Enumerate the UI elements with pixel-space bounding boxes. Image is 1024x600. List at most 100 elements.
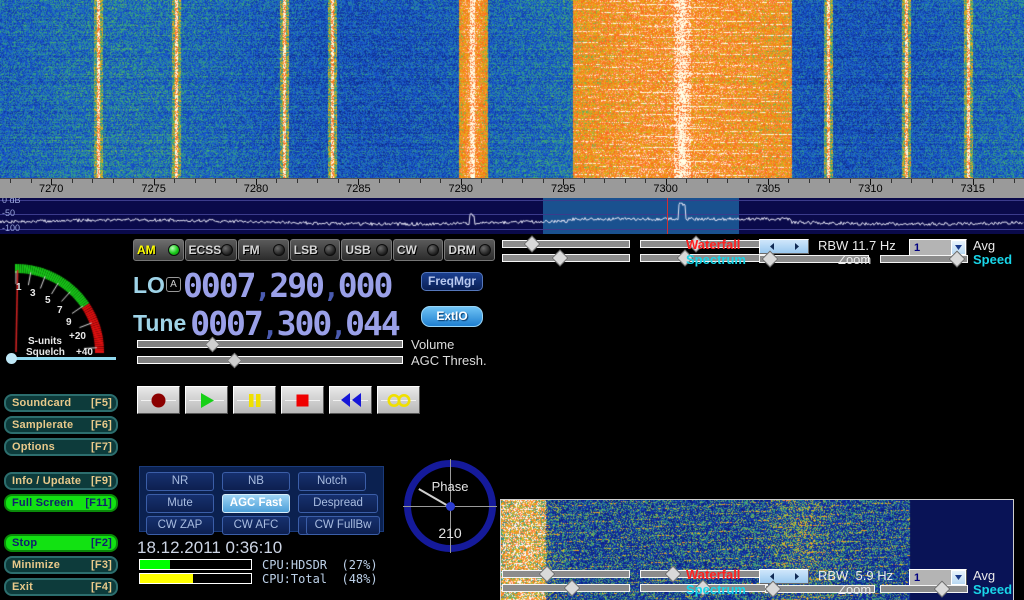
transport-rewind-button[interactable] [329,386,372,414]
speed-slider-bottom[interactable] [880,580,968,598]
left-button-options[interactable]: [F7] Options [4,438,118,456]
chevron-left-icon[interactable] [768,572,777,581]
dsp-button-nr[interactable]: NR [146,472,214,491]
slider-knob[interactable] [523,235,541,253]
mode-button-usb[interactable]: USB [341,239,392,261]
mode-led-icon[interactable] [272,244,285,256]
dsp-button-agc-fast[interactable]: AGC Fast [222,494,290,513]
transport-record-button[interactable] [137,386,180,414]
lo-frequency-row[interactable]: LO A 0007,290,000 [133,266,393,305]
volume-knob[interactable] [204,336,220,353]
wf-brightness-slider-bottom[interactable] [502,579,630,597]
rbw-stepper-top[interactable] [759,239,809,254]
left-button-info-update[interactable]: [F9] Info / Update [4,472,118,490]
frequency-digit[interactable]: 0 [218,266,239,305]
main-spectrum[interactable]: 0 dB -50 -100 [0,198,1024,234]
frequency-digit[interactable]: 0 [312,304,332,343]
chevron-down-icon[interactable] [951,570,966,585]
lo-a-badge[interactable]: A [165,276,181,292]
avg-combo-bottom[interactable]: 1 [909,569,967,586]
frequency-digit[interactable]: 2 [269,266,289,305]
squelch-slider[interactable] [4,352,116,364]
frequency-digit[interactable]: 4 [362,304,383,343]
spectrum-label-top[interactable]: Spectrum [686,252,746,267]
slider-knob[interactable] [563,579,581,597]
frequency-digit[interactable]: 0 [225,304,246,343]
slider-knob[interactable] [538,565,556,583]
dsp-button-despread[interactable]: Despread [298,494,378,513]
extio-button[interactable]: ExtIO [421,306,483,327]
wf-contrast-slider-bottom[interactable] [502,565,630,583]
agc-threshold-slider[interactable] [137,352,403,369]
left-button-minimize[interactable]: [F3] Minimize [4,556,118,574]
zoom-slider-top[interactable] [759,250,869,268]
frequency-digit[interactable]: 0 [305,266,325,305]
frequency-digit[interactable]: 9 [287,266,307,305]
mode-led-icon[interactable] [167,244,180,256]
rbw-stepper-bottom[interactable] [759,569,809,584]
chevron-right-icon[interactable] [792,572,801,581]
left-button-exit[interactable]: [F4] Exit [4,578,118,596]
slider-knob[interactable] [551,249,569,267]
frequency-digit[interactable]: 3 [276,304,297,343]
transport-pause-button[interactable] [233,386,276,414]
mode-led-icon[interactable] [324,244,337,256]
frequency-digit[interactable]: 0 [294,304,314,343]
waterfall-label-bottom[interactable]: Waterfall [686,567,741,582]
slider-knob[interactable] [664,565,682,583]
dsp-button-mute[interactable]: Mute [146,494,214,513]
frequency-digit[interactable]: 0 [373,266,394,305]
mode-button-ecss[interactable]: ECSS [184,239,238,261]
digit-separator[interactable]: , [330,309,347,342]
main-waterfall-canvas[interactable] [0,0,1024,178]
mode-button-drm[interactable]: DRM [444,239,495,261]
frequency-digit[interactable]: 7 [236,266,257,305]
frequency-digit[interactable]: 0 [182,266,203,305]
mode-led-icon[interactable] [478,244,491,256]
mode-button-cw[interactable]: CW [392,239,444,261]
lo-frequency-value[interactable]: 0007,290,000 [182,266,394,305]
waterfall-label-top[interactable]: Waterfall [686,237,741,252]
transport-loop-button[interactable] [377,386,420,414]
volume-slider[interactable] [137,336,403,353]
left-button-soundcard[interactable]: [F5] Soundcard [4,394,118,412]
digit-separator[interactable]: , [322,271,340,304]
digit-separator[interactable]: , [254,271,271,304]
mode-led-icon[interactable] [427,244,440,256]
frequency-digit[interactable]: 0 [208,304,228,343]
frequency-digit[interactable]: 7 [243,304,264,343]
main-waterfall[interactable] [0,0,1024,178]
mode-button-fm[interactable]: FM [238,239,289,261]
zoom-slider-bottom[interactable] [764,580,875,598]
frequency-digit[interactable]: 4 [380,304,401,343]
mode-button-am[interactable]: AM [133,239,184,261]
wf-contrast-slider-top[interactable] [502,235,630,253]
chevron-left-icon[interactable] [768,242,777,251]
avg-combo-top[interactable]: 1 [909,239,967,256]
wf-brightness-slider-top[interactable] [502,249,630,267]
rf-frequency-scale[interactable]: 7270 7275 7280 7285 7290 7295 7300 7305 7310 7315 [0,178,1024,198]
left-button-samplerate[interactable]: [F6] Samplerate [4,416,118,434]
dsp-button-cw-zap[interactable]: CW ZAP [146,516,214,535]
chevron-right-icon[interactable] [792,242,801,251]
dsp-button-cw-afc[interactable]: CW AFC [222,516,290,535]
frequency-digit[interactable]: 0 [345,304,365,343]
left-button-full-screen[interactable]: [F11] Full Screen [4,494,118,512]
frequency-digit[interactable]: 0 [200,266,221,305]
dsp-button-notch[interactable]: Notch [298,472,366,491]
tune-frequency-value[interactable]: 0007,300,044 [190,304,401,343]
squelch-knob[interactable] [6,353,17,364]
frequency-digit[interactable]: 0 [355,266,376,305]
frequency-digit[interactable]: 0 [190,304,210,343]
agc-threshold-knob[interactable] [227,352,243,369]
tune-frequency-row[interactable]: Tune 0007,300,044 [133,304,401,343]
left-button-stop[interactable]: [F2] Stop [4,534,118,552]
frequency-digit[interactable]: 0 [337,266,358,305]
transport-play-button[interactable] [185,386,228,414]
speed-slider-top[interactable] [880,250,968,268]
mode-led-icon[interactable] [221,244,234,256]
dsp-button-cw-fullbw[interactable]: CW FullBw [306,516,380,535]
spectrum-label-bottom[interactable]: Spectrum [686,582,746,597]
transport-stop-button[interactable] [281,386,324,414]
freq-manager-button[interactable]: FreqMgr [421,272,483,291]
